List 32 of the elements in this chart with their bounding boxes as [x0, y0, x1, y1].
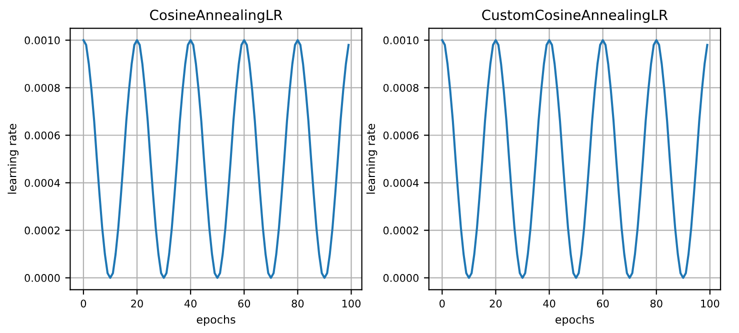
y-tick-label: 0.0004	[24, 179, 60, 187]
line-series	[441, 39, 708, 279]
x-tick-label: 80	[650, 300, 662, 308]
y-tick-label: 0.0004	[383, 179, 419, 187]
x-tick-label: 0	[80, 300, 86, 308]
chart-title: CustomCosineAnnealingLR	[482, 9, 668, 23]
y-tick-label: 0.0008	[383, 84, 418, 92]
x-tick-label: 20	[131, 300, 143, 308]
x-tick-label: 40	[543, 300, 556, 308]
x-tick-label: 20	[490, 300, 502, 308]
x-tick-label: 60	[596, 300, 609, 308]
y-tick-label: 0.0010	[24, 36, 60, 44]
y-tick-label: 0.0000	[383, 274, 418, 282]
y-tick-label: 0.0008	[24, 84, 60, 92]
y-axis-title: learning rate	[366, 124, 378, 194]
y-tick-label: 0.0002	[383, 226, 418, 234]
x-tick-label: 60	[238, 300, 250, 308]
x-axis-title: epochs	[196, 315, 236, 326]
y-tick-label: 0.0000	[24, 274, 60, 282]
y-tick-label: 0.0002	[24, 226, 60, 234]
y-axis-title: learning rate	[8, 124, 18, 194]
line-series	[82, 39, 350, 279]
x-tick-label: 100	[342, 300, 360, 308]
x-tick-label: 0	[440, 300, 445, 308]
x-tick-label: 40	[184, 300, 197, 308]
y-tick-label: 0.0006	[383, 131, 419, 140]
y-tick-label: 0.0006	[24, 131, 60, 140]
chart-title: CosineAnnealingLR	[150, 9, 282, 23]
x-axis-title: epochs	[556, 315, 594, 326]
x-tick-label: 80	[292, 300, 304, 308]
y-tick-label: 0.0010	[383, 36, 418, 44]
x-tick-label: 100	[701, 300, 720, 308]
